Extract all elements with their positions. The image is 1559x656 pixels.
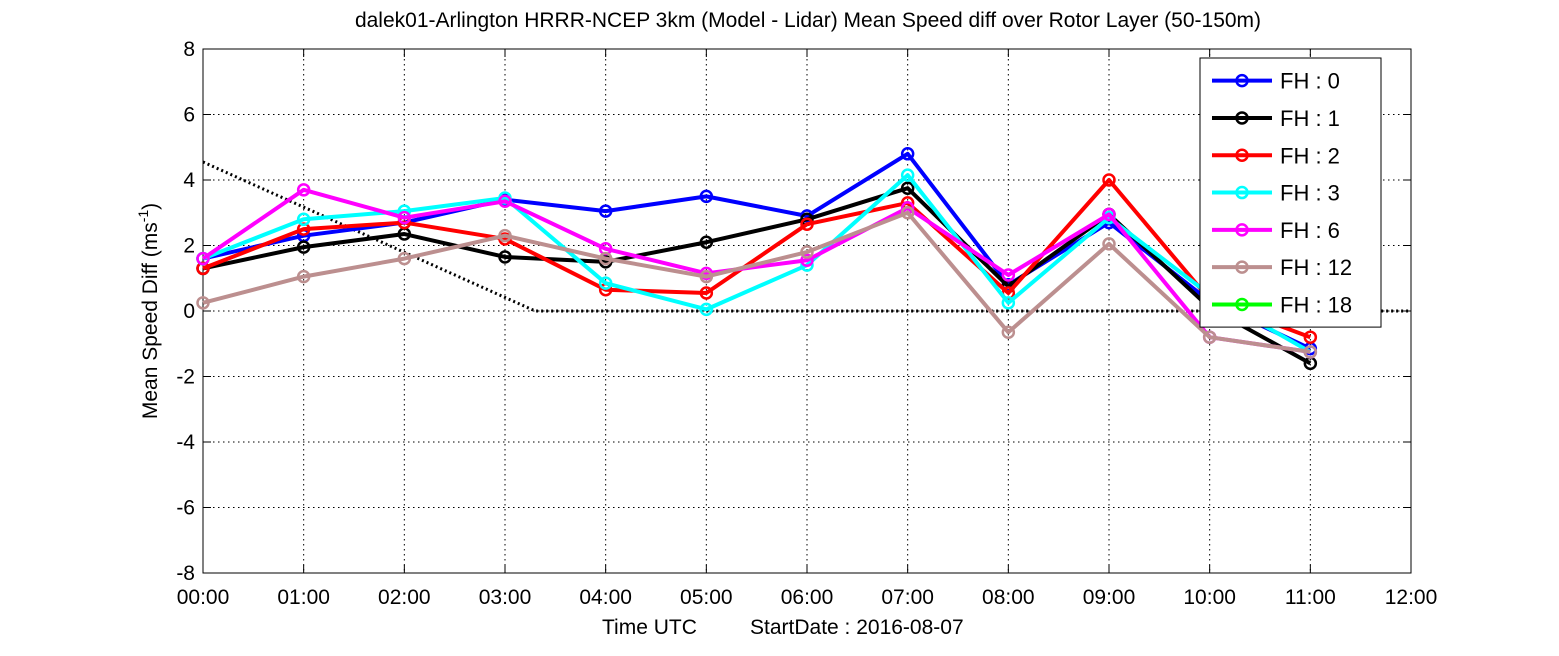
x-tick-label: 08:00: [982, 586, 1035, 609]
legend-item: FH : 18: [1212, 292, 1352, 317]
x-axis-tick-labels: 00:00 01:00 02:00 03:00 04:00 05:00 06:00 07:00…: [177, 586, 1438, 609]
data-point: [397, 210, 412, 225]
x-tick-label: 05:00: [680, 586, 733, 609]
data-point: [800, 217, 814, 231]
reference-line-group: [202, 160, 1411, 313]
legend-label: FH : 6: [1280, 218, 1340, 243]
reference-line: [202, 160, 1411, 313]
legend-item: FH : 2: [1212, 143, 1340, 168]
y-tick-label: 0: [183, 300, 195, 323]
data-point: [196, 251, 210, 266]
y-axis-label: Mean Speed Diff (ms-1): [135, 203, 162, 419]
data-point: [800, 253, 814, 267]
data-point: [699, 235, 714, 249]
data-point: [699, 189, 714, 204]
legend-label: FH : 2: [1280, 143, 1340, 168]
grid-lines: [203, 49, 1411, 573]
y-tick-label: -2: [176, 366, 195, 389]
data-point: [900, 168, 915, 182]
data-point: [1303, 330, 1318, 344]
x-tick-label: 00:00: [177, 586, 230, 609]
x-axis-label-startdate: StartDate : 2016-08-07: [750, 616, 964, 639]
legend-item: FH : 6: [1212, 218, 1340, 243]
legend-swatch-marker: [1235, 260, 1249, 274]
series-line: [201, 187, 1311, 354]
legend-label: FH : 1: [1280, 106, 1340, 131]
data-point: [1102, 237, 1116, 251]
legend-item: FH : 12: [1212, 255, 1352, 280]
legend: FH : 0 FH : 1 FH : 2 FH : 3 FH : 6 FH : 12 FH …: [1199, 57, 1382, 328]
y-tick-label: 4: [183, 169, 195, 192]
legend-swatch-marker: [1235, 73, 1249, 88]
data-point: [296, 212, 311, 227]
data-point: [1102, 173, 1116, 187]
data-point: [397, 251, 412, 266]
data-point: [900, 181, 915, 195]
data-point: [699, 302, 714, 317]
x-tick-label: 02:00: [378, 586, 431, 609]
legend-item: FH : 3: [1212, 181, 1340, 206]
legend-swatch-marker: [1235, 185, 1249, 200]
data-point: [196, 296, 210, 310]
x-tick-label: 06:00: [781, 586, 834, 609]
data-point: [1303, 345, 1318, 359]
legend-label: FH : 0: [1280, 69, 1340, 94]
axis-ticks: [202, 48, 1412, 574]
y-axis-tick-labels: -8 -6 -4 -2 0 2 4 6 8: [176, 38, 195, 585]
x-tick-label: 09:00: [1083, 586, 1136, 609]
x-tick-label: 07:00: [881, 586, 934, 609]
data-point: [699, 269, 714, 284]
data-point: [498, 194, 512, 209]
x-tick-label: 10:00: [1183, 586, 1236, 609]
data-point: [800, 245, 814, 259]
legend-swatch-marker: [1235, 111, 1249, 125]
y-tick-label: -8: [176, 562, 195, 585]
data-point: [598, 251, 613, 266]
data-point: [296, 269, 311, 284]
x-tick-label: 03:00: [479, 586, 532, 609]
legend-label: FH : 3: [1280, 181, 1340, 206]
y-tick-label: -6: [176, 497, 195, 520]
data-point: [900, 206, 915, 220]
y-tick-label: 2: [183, 235, 195, 258]
x-tick-label: 01:00: [277, 586, 330, 609]
series: [196, 183, 1318, 359]
y-tick-label: -4: [176, 431, 195, 454]
x-tick-label: 12:00: [1385, 586, 1438, 609]
data-point: [1001, 296, 1016, 310]
series-line: [202, 210, 1311, 354]
data-point: [296, 183, 311, 197]
chart-title: dalek01-Arlington HRRR-NCEP 3km (Model -…: [355, 9, 1261, 32]
legend-item: FH : 0: [1212, 69, 1340, 94]
data-point: [1001, 268, 1016, 282]
legend-item: FH : 1: [1212, 106, 1340, 131]
legend-swatch-marker: [1235, 148, 1249, 162]
data-point: [498, 228, 512, 243]
data-point: [1001, 325, 1016, 340]
legend-label: FH : 12: [1280, 255, 1352, 280]
data-point: [598, 204, 613, 218]
legend-label: FH : 18: [1280, 292, 1352, 317]
data-point: [598, 276, 613, 290]
y-tick-label: 8: [183, 38, 195, 61]
data-point: [699, 286, 714, 300]
y-tick-label: 6: [183, 104, 195, 127]
data-point: [1102, 207, 1116, 222]
series-line: [202, 178, 1312, 340]
series: [196, 206, 1318, 359]
legend-swatch-marker: [1235, 297, 1249, 312]
data-point: [296, 240, 311, 254]
data-point: [900, 147, 915, 161]
x-tick-label: 11:00: [1285, 586, 1336, 609]
legend-swatch-marker: [1235, 223, 1249, 237]
data-point: [498, 250, 512, 264]
x-tick-label: 04:00: [579, 586, 632, 609]
data-point: [1202, 330, 1217, 344]
x-axis-label-time: Time UTC: [602, 616, 697, 639]
